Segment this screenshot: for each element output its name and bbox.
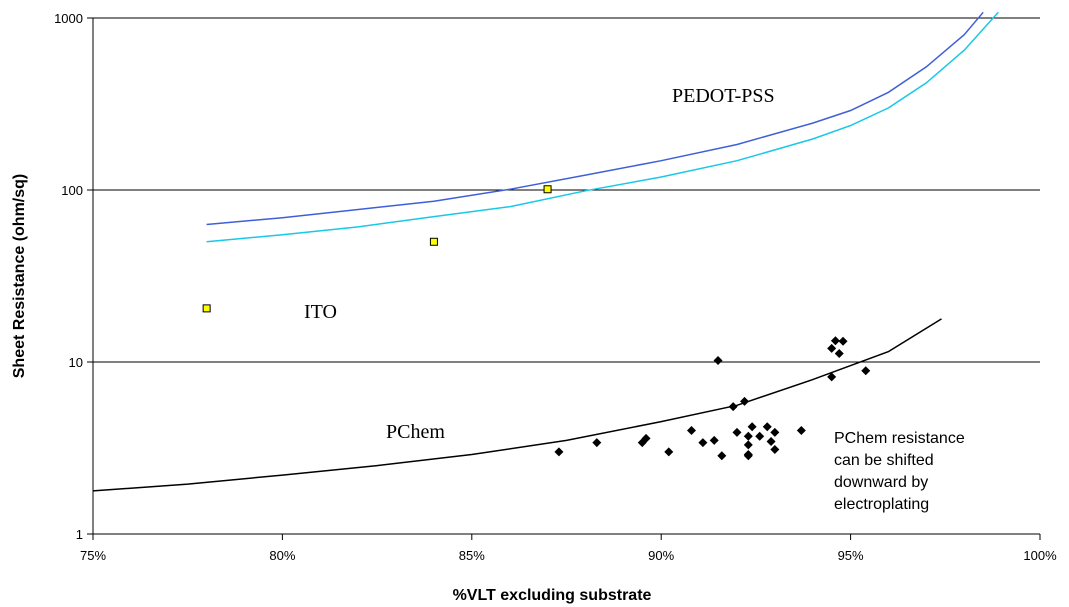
x-tick-labels: 75% 80% 85% 90% 95% 100% xyxy=(80,548,1057,563)
series-line-3 xyxy=(92,318,942,492)
x-tick-label: 90% xyxy=(648,548,674,563)
pchem-point xyxy=(592,438,602,448)
y-tick-label: 100 xyxy=(61,183,83,198)
pchem-point xyxy=(861,366,871,376)
y-tick-label: 1 xyxy=(76,527,83,542)
pchem-point xyxy=(740,396,750,406)
x-axis-title: %VLT excluding substrate xyxy=(453,587,652,604)
x-tick-label: 85% xyxy=(459,548,485,563)
x-tick-label: 100% xyxy=(1023,548,1057,563)
series-line-0 xyxy=(206,11,984,226)
marker-layer xyxy=(202,185,871,461)
note-line-1: PChem resistance xyxy=(834,430,965,447)
note-line-4: electroplating xyxy=(834,496,929,513)
pchem-point xyxy=(687,425,697,435)
ito-point xyxy=(202,304,211,313)
pchem-point xyxy=(770,444,780,454)
pchem-point xyxy=(834,349,844,359)
pchem-point xyxy=(709,435,719,445)
pchem-point xyxy=(664,447,674,457)
pchem-point xyxy=(747,422,757,432)
x-tick-label: 80% xyxy=(269,548,295,563)
note-line-2: can be shifted xyxy=(834,452,934,469)
x-tick-label: 75% xyxy=(80,548,106,563)
pchem-point xyxy=(743,431,753,441)
pchem-point xyxy=(766,436,776,446)
y-tick-label: 1000 xyxy=(54,11,83,26)
y-axis-title: Sheet Resistance (ohm/sq) xyxy=(11,174,28,379)
note-line-3: downward by xyxy=(834,474,928,491)
pchem-label: PChem xyxy=(386,421,445,443)
series-layer xyxy=(92,11,999,492)
y-tick-label: 10 xyxy=(69,355,83,370)
pchem-point xyxy=(717,451,727,461)
pchem-point xyxy=(762,422,772,432)
pchem-point xyxy=(743,440,753,450)
pchem-point xyxy=(743,451,753,461)
axes xyxy=(87,17,1041,540)
pchem-point xyxy=(554,447,564,457)
pchem-point xyxy=(827,372,837,382)
pchem-point xyxy=(830,336,840,346)
pchem-point xyxy=(713,356,723,366)
pchem-point xyxy=(732,427,742,437)
x-tick-label: 95% xyxy=(838,548,864,563)
pchem-point xyxy=(755,431,765,441)
ito-label: ITO xyxy=(304,301,337,323)
pchem-point xyxy=(641,433,651,443)
pchem-point xyxy=(728,402,738,412)
pchem-point xyxy=(838,336,848,346)
y-tick-labels: 1 10 100 1000 xyxy=(54,11,83,542)
series-line-1 xyxy=(206,11,999,243)
pchem-point xyxy=(770,427,780,437)
pchem-point xyxy=(796,425,806,435)
ito-point xyxy=(543,185,552,194)
ito-point xyxy=(429,237,438,246)
pchem-point xyxy=(827,343,837,353)
pedot-label: PEDOT-PSS xyxy=(672,85,775,107)
pchem-point xyxy=(698,438,708,448)
